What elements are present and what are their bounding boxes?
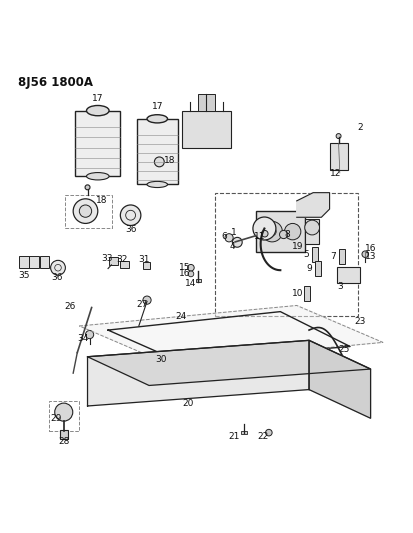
Polygon shape — [297, 192, 330, 217]
Circle shape — [253, 217, 276, 240]
Polygon shape — [88, 341, 309, 406]
Circle shape — [188, 264, 194, 271]
Text: 17: 17 — [152, 102, 163, 111]
Circle shape — [233, 237, 242, 247]
Text: 23: 23 — [355, 317, 366, 326]
Text: 19: 19 — [292, 243, 304, 251]
Text: 9: 9 — [306, 264, 312, 273]
Bar — [65, 195, 112, 228]
Text: 34: 34 — [78, 334, 89, 343]
Bar — [182, 111, 231, 148]
Bar — [143, 262, 150, 269]
Text: 18: 18 — [164, 156, 176, 165]
Circle shape — [73, 199, 98, 223]
Ellipse shape — [86, 106, 109, 116]
Bar — [198, 94, 215, 111]
Text: 12: 12 — [330, 169, 342, 179]
Text: 35: 35 — [18, 271, 30, 280]
Text: 16: 16 — [365, 244, 376, 253]
Circle shape — [305, 220, 320, 235]
Ellipse shape — [147, 181, 168, 188]
Bar — [330, 143, 348, 170]
Bar — [137, 119, 178, 184]
Text: 25: 25 — [338, 345, 350, 354]
Text: 8: 8 — [284, 230, 290, 239]
Circle shape — [225, 233, 233, 242]
Circle shape — [85, 185, 90, 190]
Text: 1: 1 — [231, 228, 237, 237]
Text: 28: 28 — [58, 437, 69, 446]
Circle shape — [51, 260, 65, 275]
Circle shape — [336, 134, 341, 139]
Ellipse shape — [86, 173, 109, 180]
Circle shape — [285, 223, 301, 240]
Polygon shape — [309, 341, 370, 418]
Bar — [19, 256, 29, 268]
Text: 17: 17 — [92, 94, 104, 103]
Text: 13: 13 — [365, 252, 376, 261]
Text: 36: 36 — [51, 273, 62, 282]
Text: 14: 14 — [185, 279, 197, 288]
Text: 10: 10 — [292, 289, 304, 297]
Text: 7: 7 — [330, 252, 336, 261]
Bar — [337, 268, 359, 283]
Text: 31: 31 — [138, 255, 150, 264]
Bar — [256, 211, 305, 252]
Circle shape — [188, 271, 194, 277]
Circle shape — [164, 352, 174, 362]
Text: 26: 26 — [64, 302, 76, 311]
Text: 11: 11 — [254, 232, 266, 241]
Text: 24: 24 — [176, 312, 187, 321]
Circle shape — [261, 230, 268, 237]
Text: 16: 16 — [179, 269, 191, 278]
Circle shape — [85, 330, 94, 338]
Polygon shape — [88, 341, 370, 385]
Text: 4: 4 — [229, 243, 235, 251]
Bar — [215, 192, 358, 316]
Bar — [305, 219, 319, 244]
Text: 5: 5 — [303, 249, 309, 259]
Text: 18: 18 — [96, 196, 108, 205]
Text: 29: 29 — [51, 414, 62, 423]
Polygon shape — [79, 305, 383, 363]
Text: 6: 6 — [222, 232, 228, 241]
Bar — [49, 401, 79, 431]
Circle shape — [262, 221, 282, 242]
Bar — [196, 279, 201, 282]
Bar — [312, 247, 318, 262]
Text: 30: 30 — [155, 355, 166, 364]
Text: 2: 2 — [358, 123, 363, 132]
Bar — [315, 261, 321, 276]
Bar — [59, 430, 68, 439]
Text: 3: 3 — [337, 282, 343, 290]
Circle shape — [120, 205, 141, 225]
Circle shape — [154, 157, 164, 167]
Bar — [120, 261, 128, 268]
Bar — [75, 111, 120, 176]
Text: 15: 15 — [179, 263, 191, 272]
Bar — [339, 249, 345, 264]
Bar — [109, 257, 118, 265]
Text: 33: 33 — [102, 254, 113, 263]
Bar — [241, 431, 247, 434]
Circle shape — [79, 205, 92, 217]
Text: 20: 20 — [183, 399, 194, 408]
Text: 36: 36 — [125, 225, 136, 234]
Text: 8J56 1800A: 8J56 1800A — [18, 76, 93, 89]
Ellipse shape — [147, 115, 168, 123]
Circle shape — [266, 430, 272, 436]
Circle shape — [143, 296, 151, 304]
Text: 22: 22 — [257, 432, 269, 441]
Bar — [29, 256, 39, 268]
Text: 21: 21 — [228, 432, 240, 441]
Bar — [40, 256, 50, 268]
Circle shape — [55, 403, 73, 421]
Bar — [304, 286, 310, 301]
Text: 32: 32 — [116, 255, 127, 264]
Circle shape — [362, 251, 368, 257]
Text: 27: 27 — [136, 300, 147, 309]
Circle shape — [280, 230, 288, 239]
